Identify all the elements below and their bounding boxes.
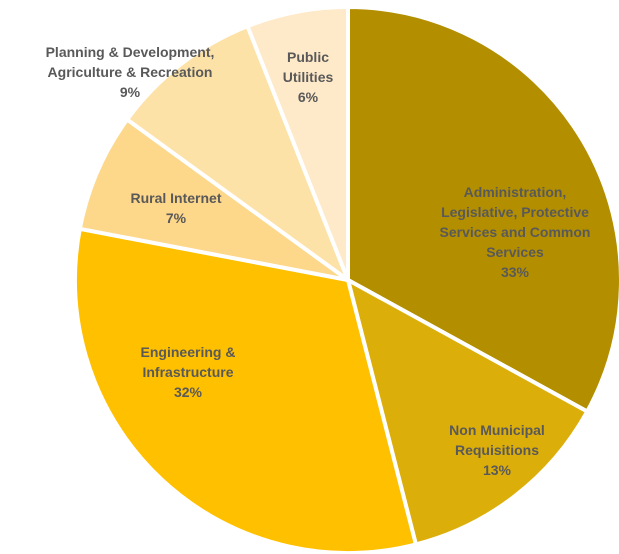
- value-label: 32%: [173, 384, 203, 400]
- slice-label: Engineering & Infrastructure 32%: [118, 342, 258, 402]
- value-label: 9%: [119, 84, 141, 100]
- slice-label: Non Municipal Requisitions 13%: [432, 420, 562, 480]
- pie-slice: [245, 5, 350, 282]
- pie-slice: [125, 24, 350, 282]
- slice-label: Public Utilities 6%: [268, 47, 348, 107]
- value-label: 6%: [297, 89, 319, 105]
- pie-slice: [346, 5, 619, 414]
- category-label: Planning & Development, Agriculture & Re…: [45, 44, 215, 80]
- category-label: Engineering & Infrastructure: [140, 344, 236, 380]
- slice-label: Rural Internet 7%: [101, 188, 251, 228]
- category-label: Non Municipal Requisitions: [449, 422, 545, 458]
- slice-label: Planning & Development, Agriculture & Re…: [28, 42, 233, 102]
- pie-slice: [346, 278, 590, 547]
- category-label: Public Utilities: [282, 49, 334, 85]
- slice-label: Administration, Legislative, Protective …: [428, 182, 603, 282]
- pie-slice: [77, 117, 350, 282]
- value-label: 7%: [165, 210, 187, 226]
- category-label: Administration, Legislative, Protective …: [439, 184, 591, 260]
- category-label: Rural Internet: [130, 190, 222, 206]
- value-label: 13%: [482, 462, 512, 478]
- pie-slice: [73, 226, 418, 554]
- value-label: 33%: [500, 264, 530, 280]
